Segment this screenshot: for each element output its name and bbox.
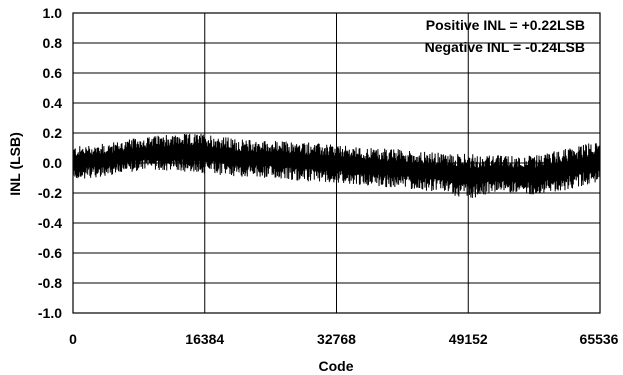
x-tick-label: 16384 [185, 331, 224, 347]
negative-inl-annotation: Negative INL = -0.24LSB [425, 39, 585, 55]
x-tick-label: 32768 [317, 331, 356, 347]
x-axis-title: Code [319, 358, 354, 374]
y-axis-title: INL (LSB) [7, 132, 23, 196]
y-tick-label: 0.0 [43, 155, 63, 171]
y-tick-label: -0.8 [38, 275, 62, 291]
y-tick-labels: 1.0 0.8 0.6 0.4 0.2 0.0 -0.2 -0.4 -0.6 -0.8 -1.0 [38, 5, 62, 321]
y-tick-label: -1.0 [38, 305, 62, 321]
y-tick-label: -0.6 [38, 245, 62, 261]
plot-frame [72, 12, 601, 314]
y-tick-label: 0.8 [43, 35, 63, 51]
y-tick-label: -0.4 [38, 215, 62, 231]
y-tick-label: 0.6 [43, 65, 63, 81]
y-tick-label: 0.4 [43, 95, 63, 111]
inl-series-trace [72, 133, 601, 198]
y-tick-label: 1.0 [43, 5, 63, 21]
x-tick-label: 65536 [580, 331, 619, 347]
x-tick-labels: 0 16384 32768 49152 65536 [69, 331, 619, 347]
positive-inl-annotation: Positive INL = +0.22LSB [426, 17, 585, 33]
x-tick-label: 0 [69, 331, 77, 347]
x-tick-label: 49152 [449, 331, 488, 347]
y-tick-label: 0.2 [43, 125, 63, 141]
y-tick-label: -0.2 [38, 185, 62, 201]
